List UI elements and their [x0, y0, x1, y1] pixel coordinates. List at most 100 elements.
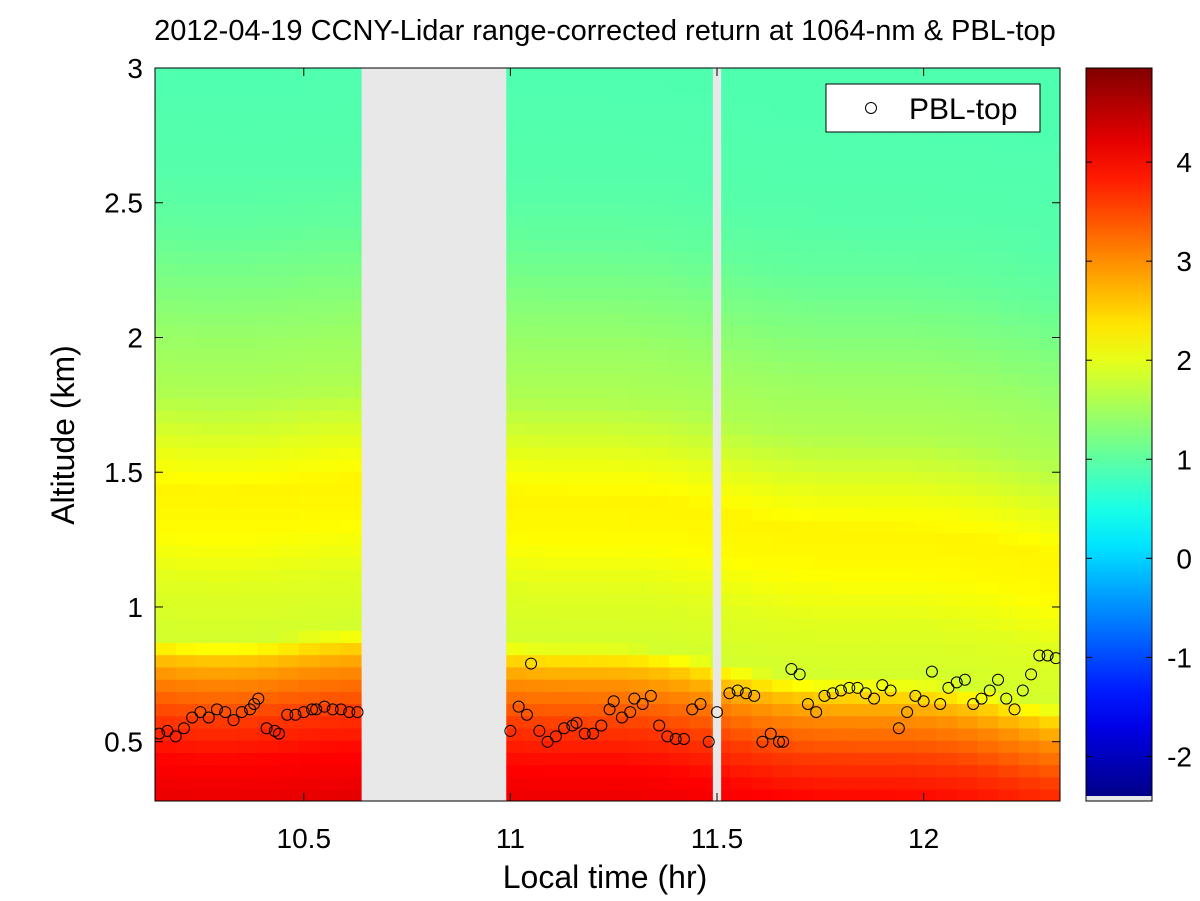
- heatmap-cell: [155, 703, 177, 717]
- pbl-top-point: [549, 730, 562, 743]
- heatmap-cell: [319, 141, 341, 155]
- heatmap-cell: [895, 458, 917, 472]
- heatmap-cell: [916, 397, 938, 411]
- heatmap-cell: [216, 92, 239, 106]
- pbl-top-point: [764, 727, 777, 740]
- heatmap-cell: [813, 336, 835, 350]
- heatmap-cell: [751, 324, 773, 338]
- heatmap-cell: [669, 336, 691, 350]
- heatmap-cell: [895, 507, 917, 521]
- heatmap-cell: [751, 312, 773, 326]
- heatmap-cell: [504, 361, 527, 375]
- heatmap-cell: [628, 703, 650, 717]
- heatmap-cell: [854, 397, 876, 411]
- heatmap-cell: [689, 80, 712, 94]
- heatmap-cell: [936, 532, 958, 546]
- heatmap-cell: [874, 691, 897, 705]
- heatmap-cell: [998, 495, 1020, 509]
- heatmap-cell: [854, 629, 876, 643]
- heatmap-cell: [545, 336, 568, 350]
- heatmap-cell: [175, 703, 197, 717]
- pbl-top-point: [793, 668, 806, 681]
- heatmap-cell: [237, 642, 259, 656]
- heatmap-cell: [813, 275, 835, 289]
- heatmap-cell: [648, 495, 671, 509]
- heatmap-cell: [669, 776, 691, 790]
- heatmap-cell: [319, 263, 341, 277]
- heatmap-cell: [628, 68, 650, 82]
- heatmap-cell: [648, 727, 671, 741]
- heatmap-cell: [298, 507, 321, 521]
- heatmap-cell: [916, 752, 938, 766]
- heatmap-cell: [977, 226, 1000, 240]
- heatmap-cell: [730, 165, 753, 179]
- heatmap-cell: [751, 483, 773, 497]
- heatmap-cell: [545, 385, 568, 399]
- heatmap-cell: [895, 666, 917, 680]
- heatmap-cell: [196, 629, 218, 643]
- heatmap-cell: [216, 361, 239, 375]
- heatmap-cell: [257, 495, 280, 509]
- heatmap-cell: [648, 520, 671, 534]
- heatmap-cell: [545, 263, 568, 277]
- heatmap-cell: [628, 471, 650, 485]
- heatmap-cell: [586, 691, 609, 705]
- heatmap-cell: [319, 752, 341, 766]
- heatmap-cell: [319, 80, 341, 94]
- heatmap-cell: [977, 752, 1000, 766]
- heatmap-cell: [977, 568, 1000, 582]
- heatmap-cell: [895, 385, 917, 399]
- heatmap-cell: [669, 764, 691, 778]
- heatmap-cell: [586, 593, 609, 607]
- heatmap-cell: [751, 642, 773, 656]
- heatmap-cell: [237, 776, 259, 790]
- heatmap-cell: [957, 629, 979, 643]
- heatmap-cell: [730, 202, 753, 216]
- heatmap-cell: [813, 593, 835, 607]
- heatmap-cell: [319, 190, 341, 204]
- heatmap-cell: [175, 764, 197, 778]
- heatmap-cell: [155, 617, 177, 631]
- heatmap-cell: [977, 312, 1000, 326]
- heatmap-cell: [1039, 678, 1060, 692]
- heatmap-cell: [874, 348, 897, 362]
- heatmap-cell: [525, 68, 547, 82]
- heatmap-cell: [648, 324, 671, 338]
- heatmap-cell: [340, 287, 362, 301]
- pbl-top-point: [533, 724, 546, 737]
- heatmap-cell: [340, 581, 362, 595]
- heatmap-cell: [340, 532, 362, 546]
- heatmap-cell: [854, 312, 876, 326]
- heatmap-cell: [628, 361, 650, 375]
- heatmap-cell: [319, 373, 341, 387]
- heatmap-cell: [237, 361, 259, 375]
- heatmap-cell: [874, 654, 897, 668]
- heatmap-cell: [504, 520, 527, 534]
- heatmap-cell: [977, 544, 1000, 558]
- heatmap-cell: [257, 336, 280, 350]
- heatmap-cell: [340, 373, 362, 387]
- heatmap-cell: [216, 544, 239, 558]
- heatmap-cell: [874, 239, 897, 253]
- heatmap-cell: [772, 458, 794, 472]
- heatmap-cell: [196, 116, 218, 130]
- heatmap-cell: [504, 678, 527, 692]
- pbl-top-point: [1000, 692, 1013, 705]
- heatmap-cell: [916, 446, 938, 460]
- heatmap-cell: [298, 776, 321, 790]
- heatmap-cell: [936, 68, 958, 82]
- heatmap-cell: [1039, 190, 1060, 204]
- heatmap-cell: [607, 593, 629, 607]
- heatmap-cell: [833, 483, 856, 497]
- heatmap-cell: [196, 214, 218, 228]
- heatmap-cell: [216, 275, 239, 289]
- heatmap-cell: [237, 605, 259, 619]
- heatmap-cell: [586, 629, 609, 643]
- heatmap-cell: [751, 691, 773, 705]
- heatmap-cell: [525, 239, 547, 253]
- heatmap-cell: [874, 544, 897, 558]
- heatmap-cell: [340, 165, 362, 179]
- heatmap-cell: [525, 507, 547, 521]
- heatmap-cell: [936, 263, 958, 277]
- heatmap-cell: [957, 153, 979, 167]
